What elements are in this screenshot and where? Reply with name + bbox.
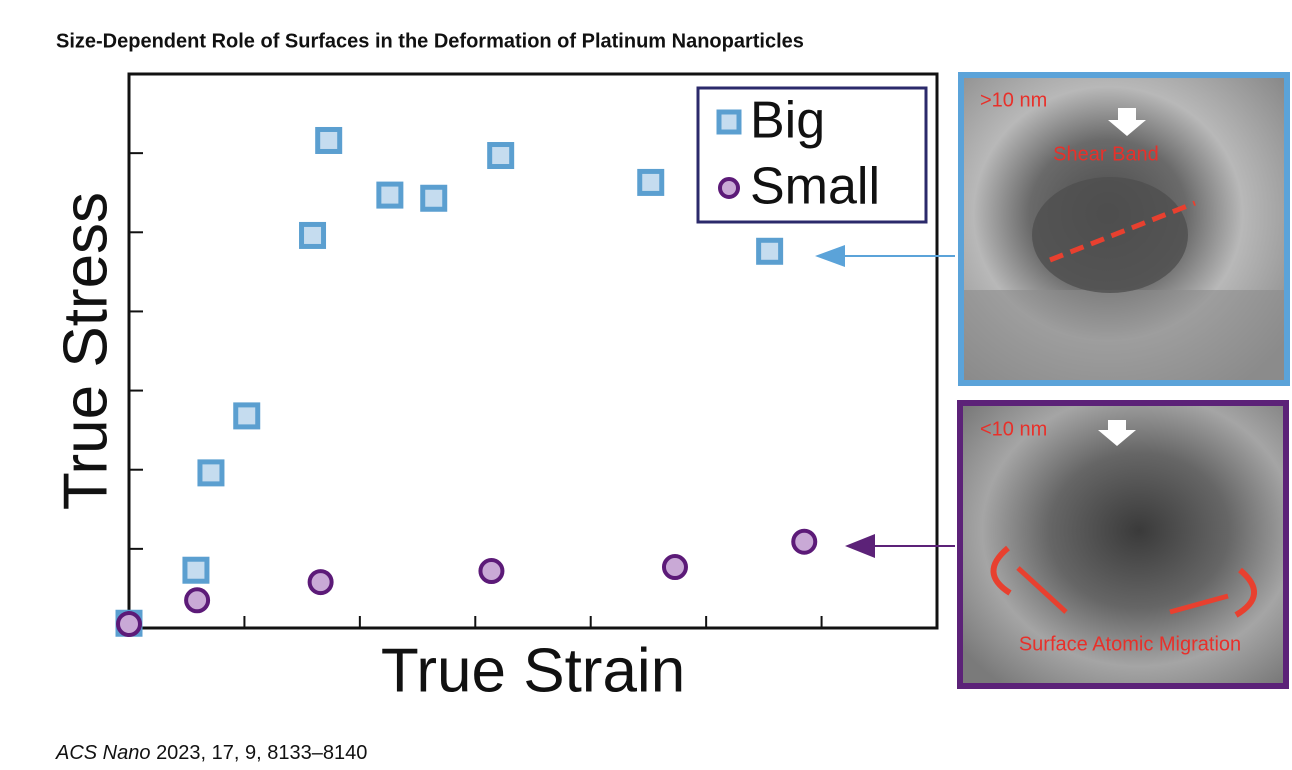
panel-caption: Surface Atomic Migration xyxy=(1019,633,1241,655)
marker xyxy=(299,221,327,249)
marker xyxy=(756,237,784,265)
migration-arrow xyxy=(990,545,1012,596)
migration-line xyxy=(1016,566,1068,614)
marker xyxy=(116,611,142,638)
marker xyxy=(487,142,515,170)
source: ACS Nano 2023, 17, 9, 8133–8140 xyxy=(55,742,367,764)
panel-label: <10 nm xyxy=(980,418,1047,440)
marker xyxy=(637,168,665,196)
marker xyxy=(376,181,404,209)
y-axis-label: True Stress xyxy=(51,192,120,510)
image-panel: >10 nm Shear Band xyxy=(958,72,1290,386)
migration-arrow xyxy=(1234,567,1258,618)
legend-label: Big xyxy=(750,92,825,150)
marker xyxy=(182,556,210,584)
marker xyxy=(197,459,225,487)
marker xyxy=(233,402,261,430)
legend-label: Small xyxy=(750,158,880,216)
marker xyxy=(315,126,343,154)
marker xyxy=(661,554,688,581)
migration-line xyxy=(1169,593,1229,615)
marker xyxy=(478,558,505,585)
panel-caption: Shear Band xyxy=(1053,143,1159,165)
pointer-head xyxy=(815,245,845,267)
substrate xyxy=(964,290,1284,380)
marker xyxy=(716,109,742,135)
marker xyxy=(420,184,448,212)
source-journal: ACS Nano xyxy=(55,742,151,764)
shear-line xyxy=(1049,200,1196,263)
load-arrow xyxy=(1108,108,1146,136)
particle xyxy=(1032,177,1188,293)
legend: Big Small xyxy=(696,86,928,224)
panel-label: >10 nm xyxy=(980,89,1047,111)
legend-box xyxy=(696,86,928,224)
marker xyxy=(718,177,740,199)
source-citation: 2023, 17, 9, 8133–8140 xyxy=(156,742,367,764)
pointer-head xyxy=(845,534,875,558)
plot-frame xyxy=(127,72,939,630)
chart-title: Size-Dependent Role of Surfaces in the D… xyxy=(56,30,804,52)
micrograph xyxy=(963,406,1283,683)
marker xyxy=(307,569,334,596)
image-panel: <10 nm Surface Atomic Migration xyxy=(957,400,1289,689)
marker xyxy=(791,528,818,555)
marker xyxy=(184,587,211,614)
load-arrow xyxy=(1098,420,1136,446)
x-axis-label: True Strain xyxy=(381,636,685,705)
